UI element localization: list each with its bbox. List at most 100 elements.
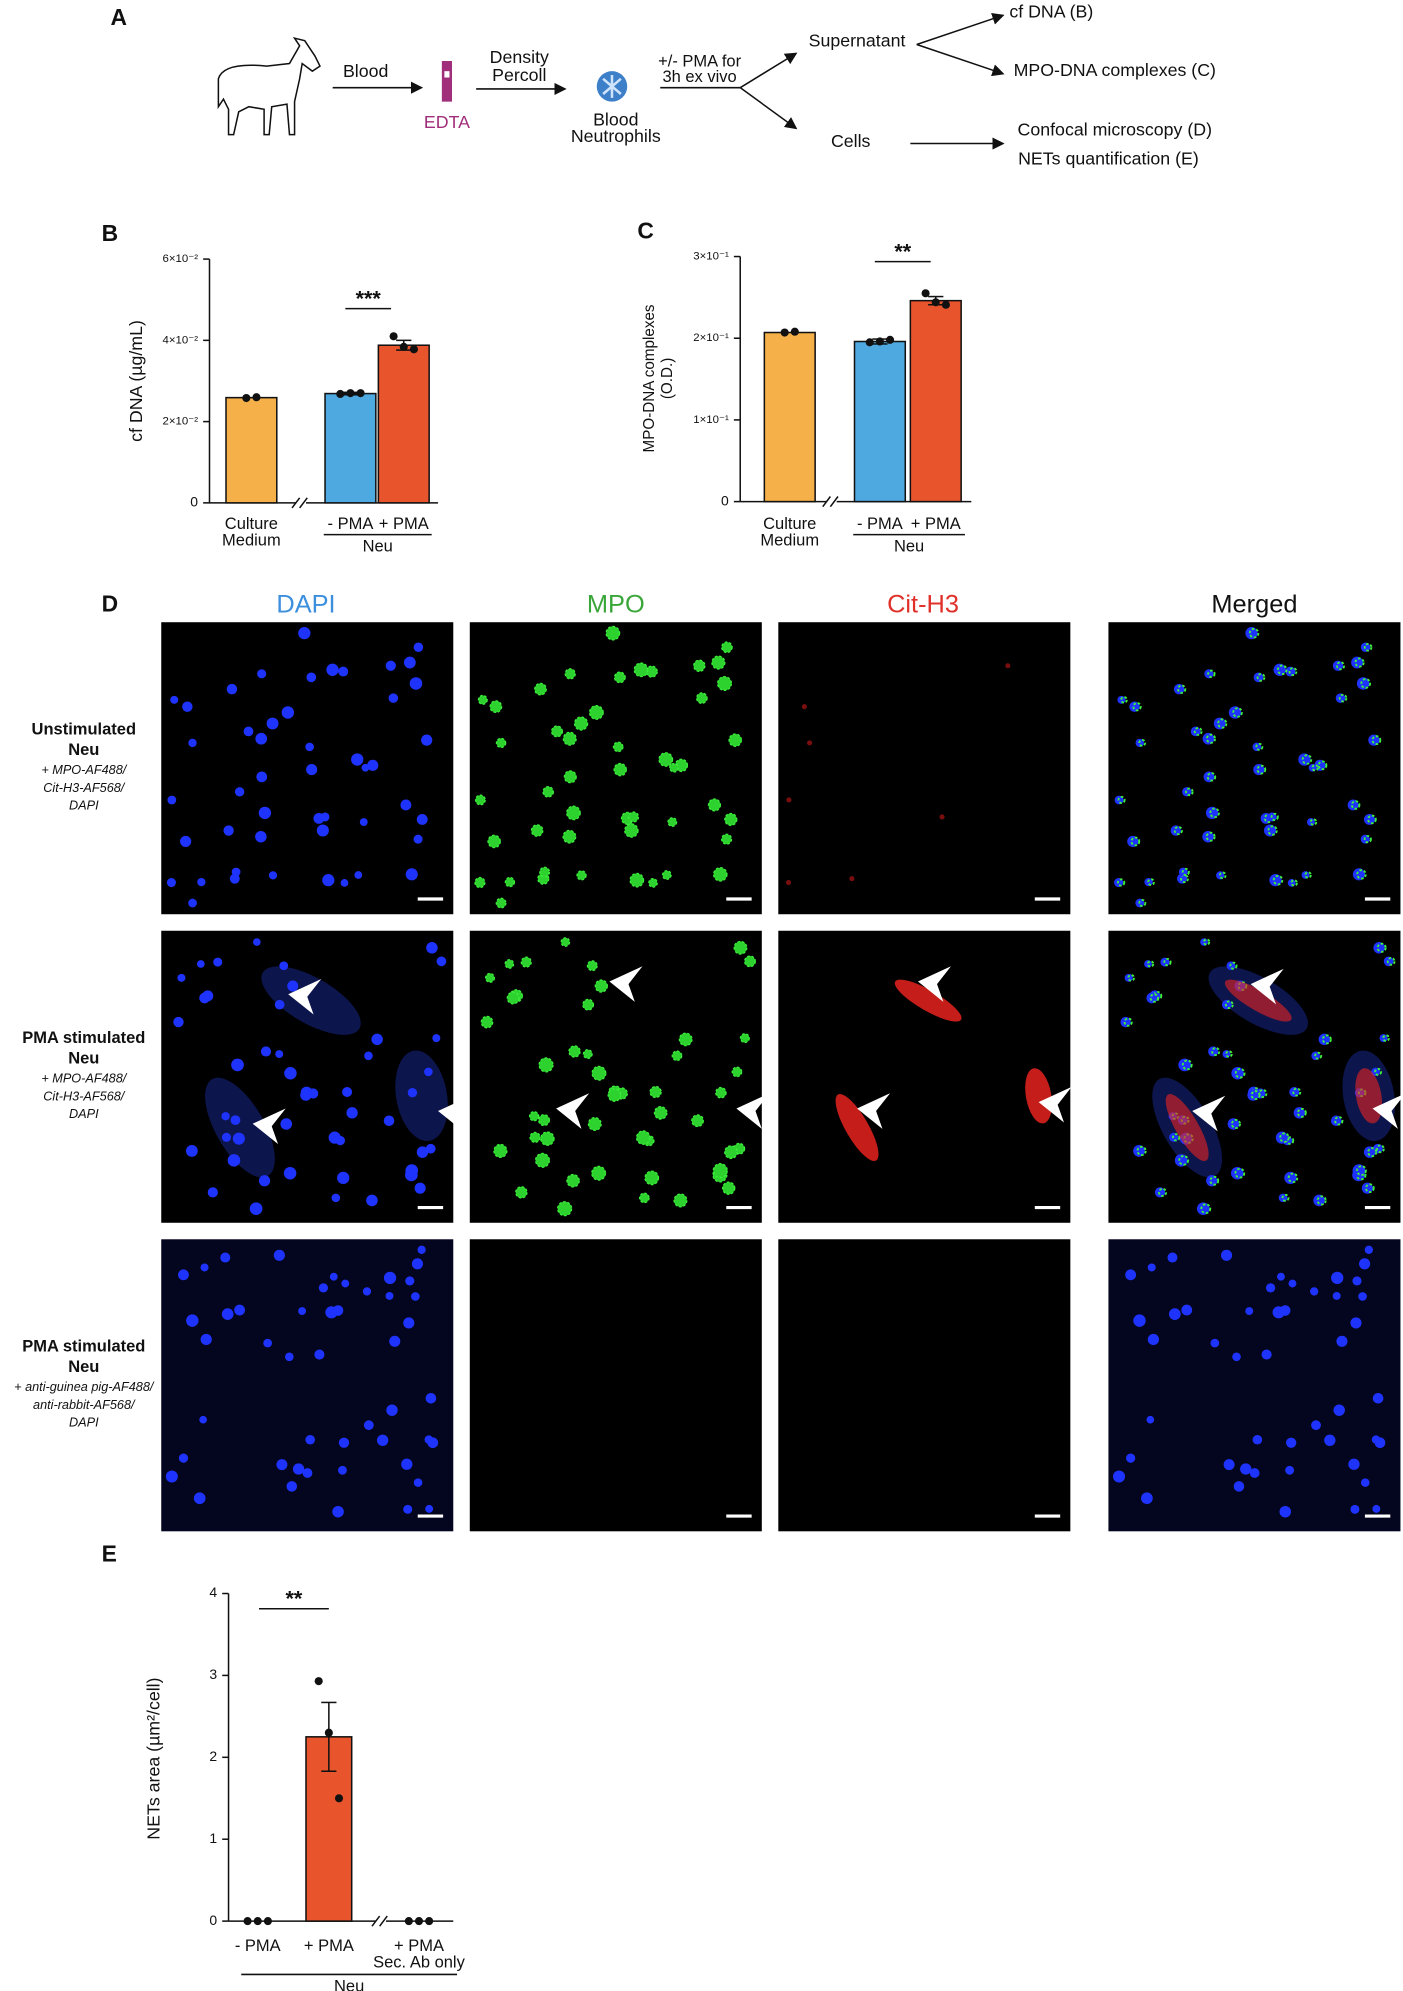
mpo-granule bbox=[1267, 825, 1278, 836]
nucleus bbox=[332, 1505, 344, 1518]
nucleus bbox=[1167, 1252, 1178, 1263]
x-tick-label: + PMA bbox=[379, 515, 429, 533]
nucleus bbox=[193, 1492, 206, 1505]
nucleus bbox=[405, 1276, 415, 1286]
nucleus bbox=[425, 1143, 436, 1154]
mpo-granule bbox=[586, 960, 598, 972]
mpo-granule bbox=[550, 725, 564, 738]
mpo-granule bbox=[1334, 1116, 1344, 1126]
nucleus bbox=[1286, 1437, 1297, 1448]
x-tick-label: Sec. Ab only bbox=[373, 1953, 465, 1971]
row-title: PMA stimulated bbox=[22, 1029, 145, 1047]
nucleus bbox=[425, 1392, 437, 1404]
nucleus bbox=[255, 732, 268, 745]
mpo-granule bbox=[721, 1181, 736, 1195]
nucleus bbox=[257, 669, 267, 679]
mpo-granule bbox=[489, 700, 503, 714]
y-tick-label: 3 bbox=[209, 1666, 217, 1682]
nucleus bbox=[1284, 1171, 1297, 1185]
horse-icon bbox=[217, 36, 321, 136]
mpo-granule bbox=[573, 716, 589, 731]
mpo-granule bbox=[495, 737, 507, 749]
mpo-granule bbox=[1206, 772, 1217, 782]
mpo-granule bbox=[1376, 942, 1387, 953]
mpo-granule bbox=[649, 1085, 662, 1099]
micrograph-bg bbox=[778, 1239, 1071, 1532]
group-label: Neu bbox=[363, 538, 393, 556]
nucleus bbox=[338, 1465, 347, 1475]
y-tick-label: 2 bbox=[209, 1748, 217, 1764]
mpo-granule bbox=[563, 770, 577, 784]
nucleus bbox=[331, 1193, 341, 1203]
nucleus bbox=[221, 1112, 230, 1121]
cit-h3-spot bbox=[849, 876, 855, 882]
mpo-granule bbox=[487, 834, 501, 849]
arrow bbox=[916, 43, 1005, 77]
step-text: Cells bbox=[831, 131, 871, 151]
axis-title: NETs area (µm²/cell) bbox=[144, 1677, 164, 1839]
nucleus bbox=[1117, 695, 1126, 704]
panel-label: A bbox=[110, 4, 127, 30]
data-point bbox=[336, 389, 345, 399]
arrowhead bbox=[288, 978, 322, 1015]
mpo-granule bbox=[1360, 678, 1372, 689]
nucleus bbox=[363, 1420, 374, 1431]
nucleus bbox=[188, 738, 197, 748]
nucleus bbox=[338, 666, 349, 677]
mpo-granule bbox=[1130, 836, 1141, 847]
mpo-granule bbox=[529, 1131, 541, 1143]
nucleus bbox=[1332, 660, 1344, 671]
nucleus bbox=[273, 1249, 285, 1261]
nucleus bbox=[284, 1067, 297, 1080]
nucleus bbox=[1313, 1194, 1325, 1207]
micrograph bbox=[161, 930, 472, 1223]
nucleus bbox=[1146, 1415, 1155, 1424]
nucleus bbox=[385, 660, 396, 671]
nucleus bbox=[385, 1291, 394, 1300]
nucleus bbox=[1233, 1481, 1245, 1492]
nucleus bbox=[227, 1154, 241, 1167]
data-point bbox=[875, 337, 884, 346]
nucleus bbox=[364, 1051, 373, 1061]
nucleus bbox=[177, 973, 186, 982]
column-header: Cit-H3 bbox=[887, 590, 959, 618]
nucleus bbox=[221, 1308, 234, 1320]
nucleus bbox=[1227, 1118, 1240, 1130]
nucleus bbox=[170, 695, 179, 704]
data-point bbox=[425, 1917, 434, 1926]
data-point bbox=[399, 342, 408, 351]
nucleus bbox=[1287, 879, 1296, 887]
mpo-granule bbox=[588, 705, 604, 720]
bar bbox=[763, 331, 816, 503]
mpo-granule bbox=[728, 733, 743, 747]
nucleus bbox=[371, 1033, 383, 1046]
nucleus bbox=[416, 814, 428, 825]
mpo-granule bbox=[1287, 1172, 1299, 1184]
nucleus bbox=[401, 1458, 413, 1470]
micrograph bbox=[469, 1239, 762, 1532]
arrowhead bbox=[917, 966, 951, 1002]
nucleus bbox=[1359, 1258, 1371, 1270]
micrograph bbox=[778, 930, 1072, 1223]
mpo-granule bbox=[1354, 657, 1365, 668]
nucleus bbox=[1352, 868, 1365, 881]
y-tick-label: 6×10⁻² bbox=[163, 253, 199, 265]
mpo-granule bbox=[1296, 1107, 1307, 1118]
nucleus bbox=[1277, 1272, 1285, 1281]
mpo-granule bbox=[1181, 1059, 1193, 1071]
y-tick-label: 1×10⁻¹ bbox=[693, 414, 729, 426]
nucleus bbox=[1293, 1107, 1305, 1119]
axis-break bbox=[822, 496, 831, 508]
micrograph-bg bbox=[1108, 1239, 1401, 1532]
nucleus bbox=[1113, 1470, 1126, 1483]
mpo-granule bbox=[1356, 1165, 1367, 1176]
nucleus bbox=[268, 871, 278, 880]
mpo-granule bbox=[1356, 869, 1367, 880]
nucleus bbox=[328, 1131, 341, 1144]
nucleus bbox=[359, 818, 368, 826]
axis-break bbox=[379, 1915, 388, 1927]
x-tick-label: Culture bbox=[225, 515, 278, 533]
nucleus bbox=[338, 1437, 350, 1448]
nucleus bbox=[1144, 960, 1152, 968]
step-text: Percoll bbox=[492, 65, 546, 85]
